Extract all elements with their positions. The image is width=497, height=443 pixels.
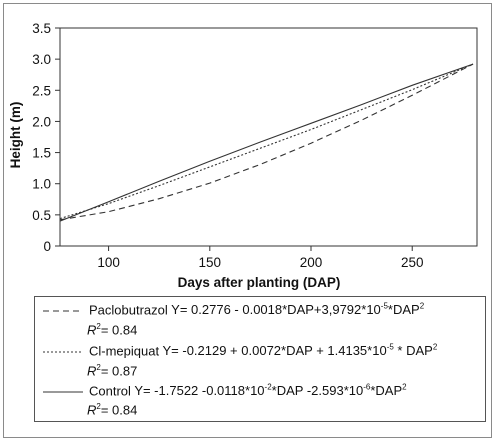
legend-r2: R2= 0.84 <box>87 322 138 338</box>
y-tick-label: 2.5 <box>32 83 51 98</box>
series-line-cl-mepiquat <box>59 63 474 220</box>
legend-swatch-dashed <box>43 310 83 312</box>
y-axis-title: Height (m) <box>8 102 23 169</box>
legend-swatch-dotted <box>43 351 83 353</box>
x-tick-label: 250 <box>401 255 424 270</box>
plot-area <box>59 27 478 247</box>
legend-equation: Y= -0.2129 + 0.0072*DAP + 1.4135*10-5 * … <box>162 343 438 359</box>
x-axis: 100 150 200 250 <box>97 246 423 270</box>
x-tick-label: 100 <box>97 255 120 270</box>
legend-r2: R2= 0.84 <box>87 402 138 418</box>
legend-r2: R2= 0.87 <box>87 363 138 379</box>
legend-entry-control: Control Y= -1.7522 -0.0118*10-2*DAP -2.5… <box>43 383 407 398</box>
legend: Paclobutrazol Y= 0.2776 - 0.0018*DAP+3,9… <box>34 296 486 422</box>
legend-label: Control <box>89 383 131 399</box>
x-axis-title: Days after planting (DAP) <box>178 275 341 290</box>
x-tick-label: 150 <box>199 255 222 270</box>
y-tick-label: 3.5 <box>32 21 51 36</box>
x-tick-label: 200 <box>300 255 323 270</box>
figure-frame <box>3 3 492 438</box>
plot-border <box>59 27 478 247</box>
legend-label: Cl-mepiquat <box>89 343 160 359</box>
series-lines <box>59 63 474 222</box>
y-tick-label: 1.5 <box>32 146 51 161</box>
y-tick-label: 1.0 <box>32 177 51 192</box>
legend-equation: Y= 0.2776 - 0.0018*DAP+3,9792*10-5*DAP2 <box>171 302 425 318</box>
y-axis: 0 0.5 1.0 1.5 2.0 2.5 3.0 3.5 <box>32 21 60 254</box>
series-line-control <box>59 63 474 222</box>
legend-equation: Y= -1.7522 -0.0118*10-2*DAP -2.593*10-6*… <box>134 383 407 399</box>
legend-entry-paclobutrazol: Paclobutrazol Y= 0.2776 - 0.0018*DAP+3,9… <box>43 302 424 317</box>
legend-label: Paclobutrazol <box>89 302 168 318</box>
y-tick-label: 0 <box>43 239 51 254</box>
y-tick-label: 2.0 <box>32 114 51 129</box>
y-tick-label: 3.0 <box>32 52 51 67</box>
y-tick-label: 0.5 <box>32 208 51 223</box>
legend-entry-cl-mepiquat: Cl-mepiquat Y= -0.2129 + 0.0072*DAP + 1.… <box>43 343 437 358</box>
legend-swatch-solid <box>43 391 83 393</box>
